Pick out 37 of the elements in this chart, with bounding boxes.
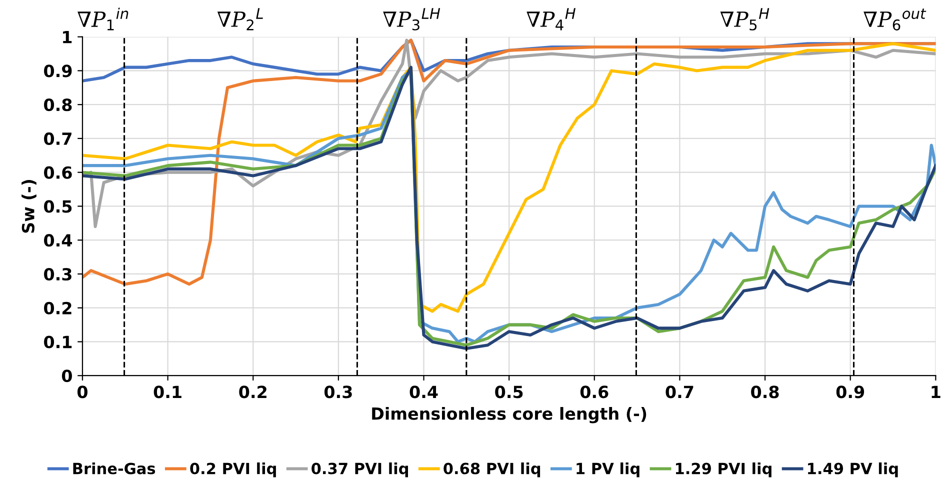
legend-label: 0.2 PVI liq: [190, 462, 276, 478]
y-tick-label: 0.3: [44, 268, 72, 281]
x-tick-label: 0.7: [666, 386, 694, 398]
y-axis-title: Sw (-): [22, 180, 36, 233]
y-tick-label: 0.6: [44, 166, 72, 179]
text: ∇P$_{6}$$^{out}$: [864, 8, 926, 30]
text: ∇P$_{3}$$^{LH}$: [383, 8, 440, 30]
x-tick-label: 0.5: [495, 386, 523, 398]
x-tick-label: 0.9: [836, 386, 864, 398]
legend-label: Brine-Gas: [73, 462, 156, 474]
x-tick-label: 0.4: [410, 386, 438, 398]
legend-label: 1 PV liq: [576, 462, 640, 478]
text: ∇P$_{4}$$^{H}$: [526, 8, 576, 30]
y-tick-label: 0.7: [44, 132, 72, 146]
y-tick-label: 0.4: [44, 234, 72, 247]
x-tick-label: 0.6: [580, 386, 608, 398]
x-tick-label: 1: [932, 386, 940, 398]
legend-label: 1.49 PV liq: [808, 462, 898, 478]
y-tick-label: 0.5: [44, 200, 72, 213]
y-tick-label: 0.1: [44, 336, 72, 348]
x-tick-label: 0.3: [324, 386, 352, 398]
text: ∇P$_{2}$$^{L}$: [217, 8, 263, 30]
text: ∇P$_{5}$$^{H}$: [720, 8, 770, 30]
legend-label: 0.68 PVI liq: [444, 462, 540, 478]
x-tick-label: 0: [77, 386, 88, 398]
y-tick-label: 0.8: [44, 98, 72, 112]
x-axis-title: Dimensionless core length (-): [372, 407, 646, 424]
text: ∇P$_{1}$$^{in}$: [78, 8, 128, 30]
x-tick-label: 0.1: [154, 386, 182, 398]
y-tick-label: 0: [62, 370, 72, 382]
legend-label: 1.29 PVI liq: [676, 462, 772, 478]
y-tick-label: 0.2: [44, 302, 72, 314]
y-tick-label: 1: [63, 31, 72, 44]
legend-label: 0.37 PVI liq: [312, 462, 408, 478]
x-tick-label: 0.8: [751, 386, 779, 398]
x-tick-label: 0.2: [239, 386, 266, 398]
y-tick-label: 0.9: [44, 64, 72, 78]
